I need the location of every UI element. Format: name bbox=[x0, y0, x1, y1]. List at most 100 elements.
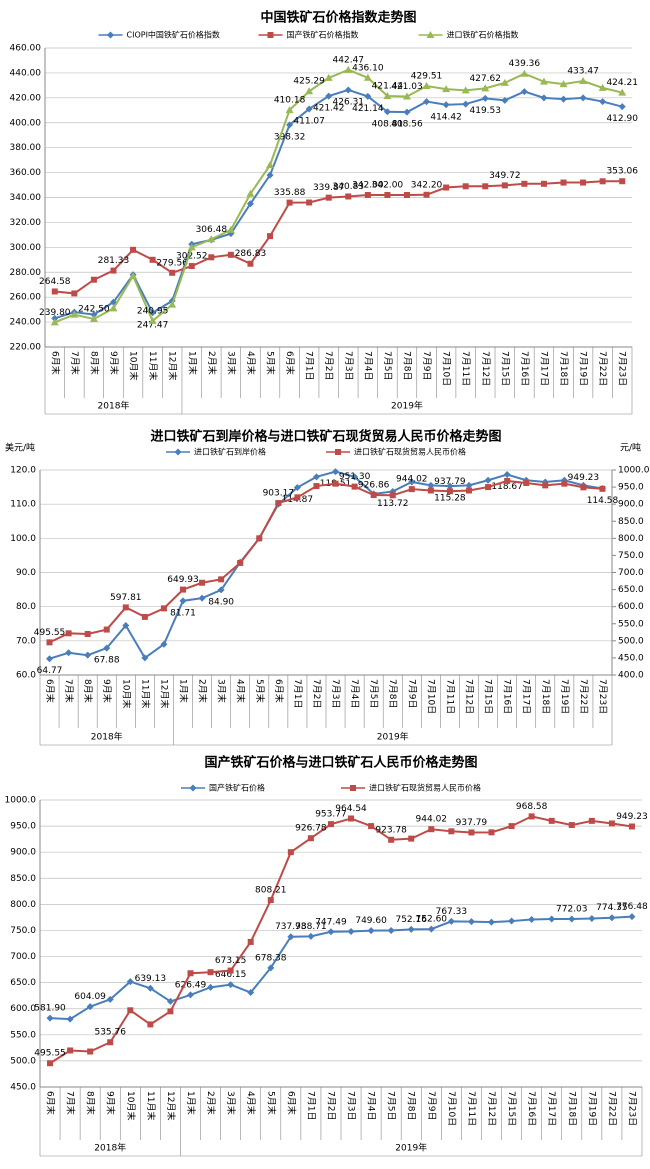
x-tick-label: 6月末 bbox=[45, 1091, 57, 1115]
data-label: 951.30 bbox=[339, 472, 371, 482]
data-label: 926.86 bbox=[358, 480, 390, 490]
y2-tick-label: 1000.0 bbox=[618, 466, 650, 476]
data-label: 944.02 bbox=[416, 815, 448, 825]
y-tick-label: 300.00 bbox=[10, 243, 42, 253]
marker bbox=[482, 183, 489, 190]
marker bbox=[160, 605, 167, 612]
marker bbox=[147, 1021, 154, 1028]
marker bbox=[126, 978, 134, 986]
y-tick-label: 120.0 bbox=[10, 466, 36, 476]
marker bbox=[266, 161, 275, 169]
x-tick-label: 11月末 bbox=[147, 351, 159, 380]
data-label: 937.79 bbox=[456, 818, 488, 828]
data-label: 752.60 bbox=[416, 915, 448, 925]
data-label: 442.47 bbox=[333, 55, 365, 65]
x-tick-label: 7月11日 bbox=[444, 679, 455, 714]
marker bbox=[367, 927, 375, 935]
marker bbox=[504, 477, 511, 484]
marker bbox=[227, 251, 234, 258]
marker bbox=[46, 655, 54, 663]
marker bbox=[187, 243, 196, 251]
marker bbox=[189, 784, 197, 792]
data-label: 495.55 bbox=[34, 1049, 66, 1059]
data-label: 67.88 bbox=[94, 656, 120, 666]
x-tick-label: 7月18日 bbox=[558, 351, 569, 386]
data-label: 639.13 bbox=[135, 974, 167, 984]
marker bbox=[465, 481, 473, 489]
y-tick-label: 850.0 bbox=[10, 874, 36, 884]
marker bbox=[579, 77, 588, 85]
group-label: 2019年 bbox=[395, 1142, 427, 1154]
x-tick-label: 7月8日 bbox=[387, 679, 398, 708]
marker bbox=[103, 644, 111, 652]
marker bbox=[46, 639, 53, 646]
y-tick-label: 600.0 bbox=[10, 1004, 36, 1014]
group-label: 2019年 bbox=[391, 400, 423, 412]
data-label: 749.60 bbox=[355, 916, 387, 926]
marker bbox=[305, 87, 314, 95]
x-tick-label: 11月末 bbox=[145, 1091, 157, 1120]
x-tick-label: 7月19日 bbox=[559, 679, 570, 714]
marker bbox=[166, 997, 174, 1005]
x-tick-label: 7月12日 bbox=[464, 679, 475, 714]
data-label: 353.06 bbox=[606, 167, 638, 177]
marker bbox=[442, 101, 450, 109]
y2-tick-label: 850.0 bbox=[618, 517, 644, 527]
marker bbox=[307, 835, 314, 842]
x-tick-label: 12月末 bbox=[167, 351, 179, 380]
marker bbox=[335, 449, 341, 455]
data-label: 626.49 bbox=[175, 980, 207, 990]
series-line bbox=[54, 68, 623, 324]
marker bbox=[51, 288, 58, 295]
data-label: 426.31 bbox=[333, 97, 365, 107]
marker bbox=[368, 823, 375, 830]
marker bbox=[187, 970, 194, 977]
marker bbox=[501, 182, 508, 189]
marker bbox=[160, 640, 168, 648]
data-label: 264.58 bbox=[39, 277, 71, 287]
marker bbox=[218, 576, 225, 583]
x-tick-label: 3月末 bbox=[225, 1091, 237, 1115]
x-tick-label: 7月19日 bbox=[586, 1091, 597, 1126]
data-label: 646.15 bbox=[215, 970, 247, 980]
data-label: 738.71 bbox=[295, 922, 327, 932]
x-tick-label: 10月末 bbox=[125, 1091, 137, 1120]
y-tick-label: 900.0 bbox=[10, 848, 36, 858]
y-tick-label: 800.0 bbox=[10, 900, 36, 910]
x-tick-label: 7月16日 bbox=[502, 679, 513, 714]
marker bbox=[67, 1047, 74, 1054]
y-tick-label: 70.0 bbox=[16, 636, 36, 646]
marker bbox=[127, 1007, 134, 1014]
marker bbox=[246, 200, 254, 208]
data-label: 923.78 bbox=[375, 825, 407, 835]
marker bbox=[488, 829, 495, 836]
marker bbox=[446, 488, 453, 495]
marker bbox=[462, 183, 469, 190]
marker bbox=[344, 86, 352, 94]
marker bbox=[608, 914, 616, 922]
marker bbox=[383, 92, 392, 100]
marker bbox=[422, 81, 431, 89]
x-tick-label: 7月22日 bbox=[597, 351, 608, 386]
x-tick-label: 7月2日 bbox=[325, 1091, 336, 1120]
y2-tick-label: 900.0 bbox=[618, 500, 644, 510]
marker bbox=[599, 98, 607, 106]
marker bbox=[408, 478, 416, 486]
marker bbox=[122, 604, 129, 611]
marker bbox=[168, 300, 177, 308]
data-label: 342.20 bbox=[411, 180, 443, 190]
marker bbox=[481, 94, 489, 102]
x-tick-label: 6月末 bbox=[284, 351, 296, 375]
y-tick-label: 950.0 bbox=[10, 822, 36, 832]
data-label: 439.36 bbox=[509, 59, 541, 69]
marker bbox=[548, 817, 555, 824]
data-label: 414.42 bbox=[430, 112, 462, 122]
marker bbox=[462, 100, 470, 108]
x-tick-label: 8月末 bbox=[88, 351, 100, 375]
marker bbox=[287, 933, 295, 941]
marker bbox=[207, 969, 214, 976]
legend-label: 进口铁矿石到岸价格 bbox=[194, 447, 266, 457]
y2-tick-label: 600.0 bbox=[618, 602, 644, 612]
series-line bbox=[49, 815, 633, 1065]
marker bbox=[313, 483, 320, 490]
